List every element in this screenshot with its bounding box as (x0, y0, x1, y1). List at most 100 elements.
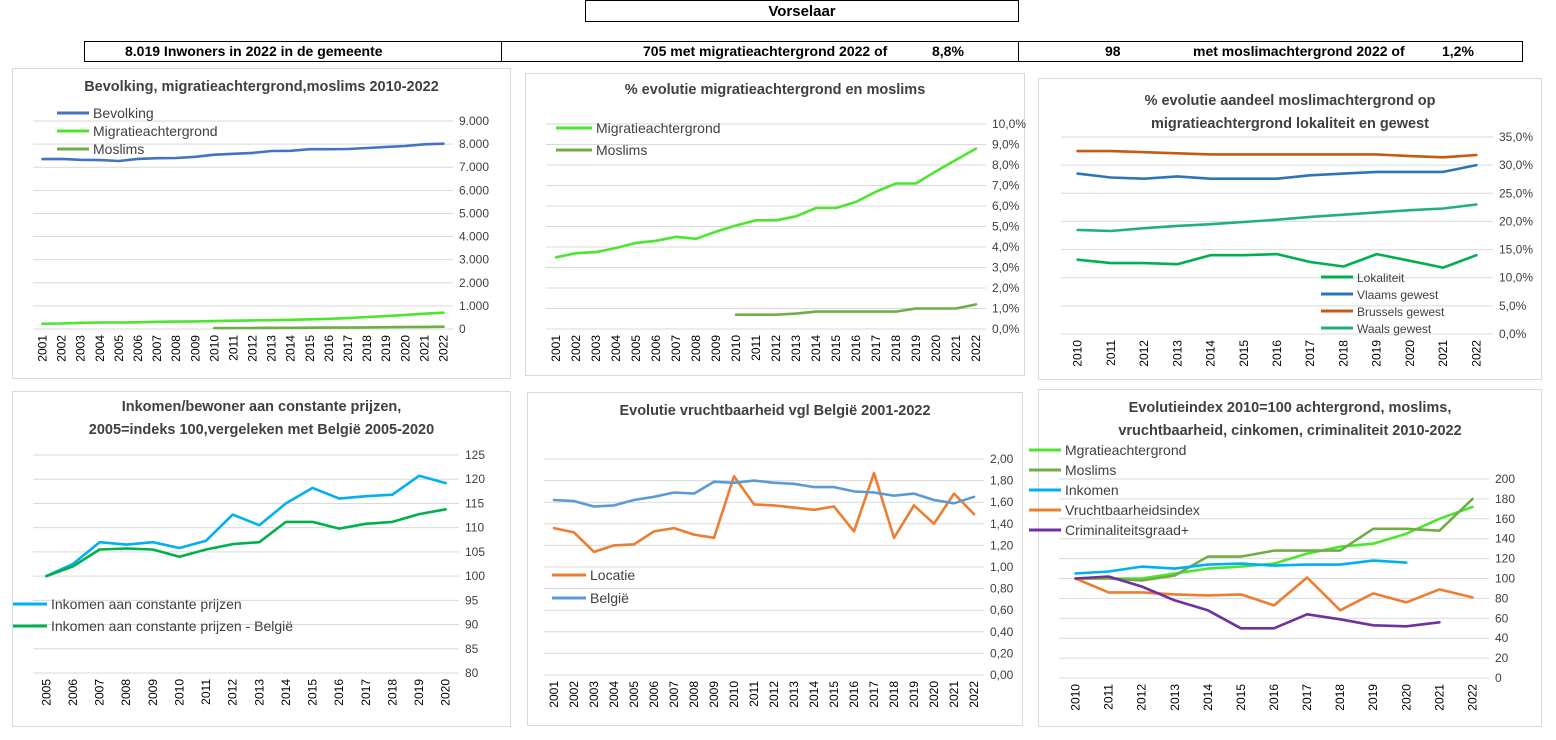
y-tick-label: 6.000 (459, 183, 489, 197)
x-tick-label: 2015 (303, 335, 317, 362)
x-tick-label: 2020 (1403, 340, 1417, 367)
chart-panel-muslim-share: % evolutie aandeel moslimachtergrond op m… (1038, 78, 1542, 380)
x-tick-label: 2010 (727, 681, 741, 708)
x-tick-label: 2002 (55, 335, 69, 362)
legend-label: Moslims (1065, 462, 1116, 478)
y-tick-label: 1,20 (990, 538, 1014, 552)
y-tick-label: 100 (465, 569, 485, 583)
inhabitants-stat: 8.019 Inwoners in 2022 in de gemeente (84, 41, 502, 62)
y-tick-label: 0,00 (990, 668, 1014, 682)
chart-panel-fertility: Evolutie vruchtbaarheid vgl België 2001-… (527, 392, 1023, 726)
y-tick-label: 200 (1495, 472, 1515, 486)
chart-svg: 80 85 90 95 100 105 110 115 120 125 2005 2006 2007 20… (13, 448, 485, 706)
x-tick-label: 2018 (1333, 684, 1347, 711)
x-tick-label: 2007 (150, 335, 164, 362)
x-tick-label: 2009 (188, 335, 202, 362)
chart-svg: 0,00 0,20 0,40 0,60 0,80 1,00 1,20 1,40 1,60 1,80… (544, 452, 1014, 708)
y-tick-label: 80 (1495, 591, 1509, 605)
legend-label: Brussels gewest (1357, 305, 1445, 319)
x-tick-label: 2003 (589, 335, 603, 362)
y-tick-label: 1,00 (990, 560, 1014, 574)
y-tick-label: 0,60 (990, 603, 1014, 617)
y-tick-label: 15,0% (1499, 243, 1533, 257)
x-tick-label: 2020 (929, 335, 943, 362)
legend-label: Vruchtbaarheidsindex (1065, 502, 1200, 518)
x-tick-label: 2015 (1234, 684, 1248, 711)
x-tick-label: 2009 (146, 679, 160, 706)
y-tick-label: 2.000 (459, 276, 489, 290)
x-tick-label: 2020 (439, 679, 453, 706)
x-tick-label: 2011 (749, 335, 763, 361)
y-tick-label: 7,0% (992, 179, 1020, 193)
migration-pct: 8,8% (932, 43, 964, 59)
y-tick-label: 120 (465, 472, 485, 486)
x-tick-label: 2004 (607, 681, 621, 708)
y-tick-label: 160 (1495, 512, 1515, 526)
x-tick-label: 2020 (398, 335, 412, 362)
x-tick-label: 2015 (1237, 340, 1251, 367)
x-tick-label: 2013 (787, 681, 801, 708)
x-tick-label: 2016 (1270, 340, 1284, 367)
chart-svg: 0 20 40 60 80 100 120 140 160 180 200 2010 2011 2012 2… (1029, 442, 1515, 711)
x-tick-label: 2012 (226, 679, 240, 706)
y-tick-label: 0,80 (990, 582, 1014, 596)
chart-title: % evolutie migratieachtergrond en moslim… (624, 82, 926, 98)
x-tick-label: 2006 (649, 335, 663, 362)
x-tick-label: 2005 (627, 681, 641, 708)
y-tick-label: 95 (465, 593, 479, 607)
chart-panel-migration-pct: % evolutie migratieachtergrond en moslim… (525, 73, 1026, 376)
y-tick-label: 0,20 (990, 646, 1014, 660)
y-tick-label: 0,0% (992, 322, 1020, 336)
x-tick-label: 2017 (341, 335, 355, 362)
y-tick-label: 0 (1495, 671, 1502, 685)
x-tick-label: 2008 (169, 335, 183, 362)
series-line-vlaams-gewest (1076, 163, 1478, 180)
x-tick-label: 2014 (284, 335, 298, 362)
x-tick-label: 2011 (747, 681, 761, 707)
series-line-bevolking (41, 142, 445, 163)
chart-title-line-1: Inkomen/bewoner aan constante prijzen, (121, 399, 402, 415)
x-tick-label: 2016 (847, 681, 861, 708)
x-tick-label: 2009 (709, 335, 723, 362)
legend-label: Vlaams gewest (1357, 288, 1439, 302)
series-line-brussels-gewest (1076, 149, 1478, 159)
chart-svg: 0 1.000 2.000 3.000 4.000 5.000 6.000 7.000 8.00… (33, 105, 489, 362)
x-tick-label: 2001 (547, 681, 561, 708)
legend-label: Locatie (590, 567, 635, 583)
migration-text: 705 met migratieachtergrond 2022 of (643, 43, 888, 59)
x-tick-label: 2011 (199, 679, 213, 705)
x-tick-label: 2021 (417, 335, 431, 362)
y-tick-label: 6,0% (992, 199, 1020, 213)
muslim-pct: 1,2% (1442, 43, 1474, 59)
x-tick-label: 2013 (265, 335, 279, 362)
x-tick-label: 2014 (1204, 340, 1218, 367)
y-tick-label: 9.000 (459, 114, 489, 128)
y-tick-label: 4,0% (992, 240, 1020, 254)
legend-label: Inkomen aan constante prijzen (51, 596, 242, 612)
y-tick-label: 20 (1495, 651, 1509, 665)
x-tick-label: 2003 (74, 335, 88, 362)
x-tick-label: 2008 (689, 335, 703, 362)
x-tick-label: 2002 (569, 335, 583, 362)
x-tick-label: 2008 (687, 681, 701, 708)
x-tick-label: 2005 (629, 335, 643, 362)
x-tick-label: 2018 (889, 335, 903, 362)
x-tick-label: 2001 (36, 335, 50, 362)
x-tick-label: 2009 (707, 681, 721, 708)
x-tick-label: 2010 (729, 335, 743, 362)
migration-stat: 705 met migratieachtergrond 2022 of 8,8% (501, 41, 1019, 62)
x-tick-label: 2020 (1399, 684, 1413, 711)
y-tick-label: 110 (465, 521, 484, 535)
x-tick-label: 2015 (306, 679, 320, 706)
x-tick-label: 2010 (1071, 340, 1085, 367)
y-tick-label: 9,0% (992, 138, 1020, 152)
series-line-moslims (1074, 497, 1474, 582)
y-tick-label: 0,0% (1499, 327, 1527, 341)
inhabitants-text: 8.019 Inwoners in 2022 in de gemeente (125, 43, 383, 59)
series-line-inkomen-aan-constante-prijzen-belgi- (45, 508, 447, 578)
y-tick-label: 1,60 (990, 495, 1014, 509)
x-tick-label: 2018 (385, 679, 399, 706)
x-tick-label: 2002 (567, 681, 581, 708)
x-tick-label: 2022 (967, 681, 981, 708)
y-tick-label: 5,0% (1499, 299, 1527, 313)
